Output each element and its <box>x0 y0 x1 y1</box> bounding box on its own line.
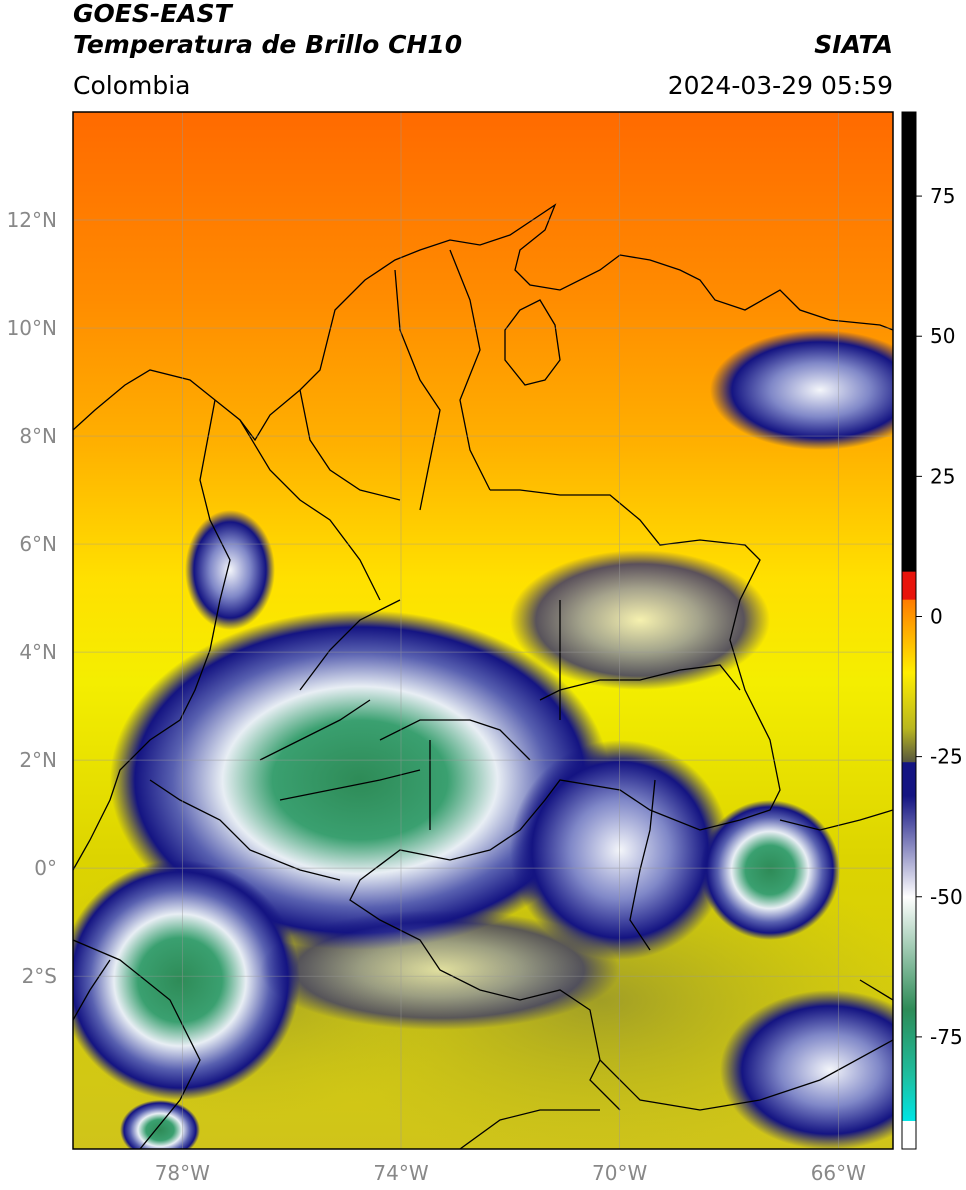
lat-tick-label: 10°N <box>7 316 57 340</box>
convective-cloud-north-east <box>710 330 893 450</box>
convective-cloud-bottom <box>120 1100 200 1149</box>
latitude-axis: 12°N 10°N 8°N 6°N 4°N 2°N 0° 2°S <box>7 208 57 988</box>
satellite-title: GOES-EAST <box>73 0 232 28</box>
colorbar-segment <box>902 728 916 763</box>
colorbar-segment <box>902 672 916 730</box>
lon-tick-label: 78°W <box>155 1161 210 1185</box>
colorbar-ticks: 75 50 25 0 -25 -50 -75 <box>916 184 963 1049</box>
lat-tick-label: 6°N <box>19 532 57 556</box>
colorbar-fill <box>902 112 916 1150</box>
lat-tick-label: 0° <box>34 856 57 880</box>
colorbar-segment <box>902 896 916 1010</box>
colorbar-frame <box>901 111 917 1150</box>
colorbar-tick-label: 25 <box>930 464 955 488</box>
colorbar-segment <box>902 762 916 797</box>
lat-tick-label: 12°N <box>7 208 57 232</box>
agency-label: SIATA <box>814 30 893 59</box>
convective-cloud-south-east-edge <box>720 990 893 1149</box>
convective-cloud-central <box>110 610 610 950</box>
colorbar-tick-label: -75 <box>930 1025 963 1049</box>
region-label: Colombia <box>73 71 191 100</box>
boundary-lines <box>73 203 893 1149</box>
colorbar-tick-label: -50 <box>930 885 963 909</box>
convective-cloud-west <box>185 510 275 630</box>
colorbar-tick-label: -25 <box>930 745 963 769</box>
colorbar-tick-label: 75 <box>930 184 955 208</box>
convective-cloud-east <box>700 800 840 940</box>
lat-tick-label: 2°S <box>22 964 57 988</box>
product-title: Temperatura de Brillo CH10 <box>73 30 463 59</box>
longitude-axis: 78°W 74°W 70°W 66°W <box>155 1161 866 1185</box>
lat-tick-label: 2°N <box>19 748 57 772</box>
convective-cloud-south-west <box>73 860 300 1100</box>
colorbar-segment <box>902 1076 916 1122</box>
lon-tick-label: 66°W <box>811 1161 866 1185</box>
brightness-temperature-field <box>73 112 893 1149</box>
plot-frame <box>72 111 894 1150</box>
lat-tick-label: 4°N <box>19 640 57 664</box>
datetime-label: 2024-03-29 05:59 <box>667 71 893 100</box>
colorbar-segment <box>902 599 916 674</box>
cloud-band-east <box>510 550 770 690</box>
lon-tick-label: 74°W <box>373 1161 428 1185</box>
colorbar-segment <box>902 1120 916 1150</box>
colorbar-tick-label: 0 <box>930 604 943 628</box>
colorbar-tick-label: 50 <box>930 324 955 348</box>
colorbar-segment <box>902 1008 916 1077</box>
lat-tick-label: 8°N <box>19 424 57 448</box>
lon-tick-label: 70°W <box>592 1161 647 1185</box>
map-gridlines <box>73 112 893 1149</box>
colorbar-segment <box>902 112 916 573</box>
colorbar: 75 50 25 0 -25 -50 -75 <box>901 111 963 1150</box>
colorbar-segment <box>902 795 916 898</box>
colorbar-segment <box>902 571 916 601</box>
